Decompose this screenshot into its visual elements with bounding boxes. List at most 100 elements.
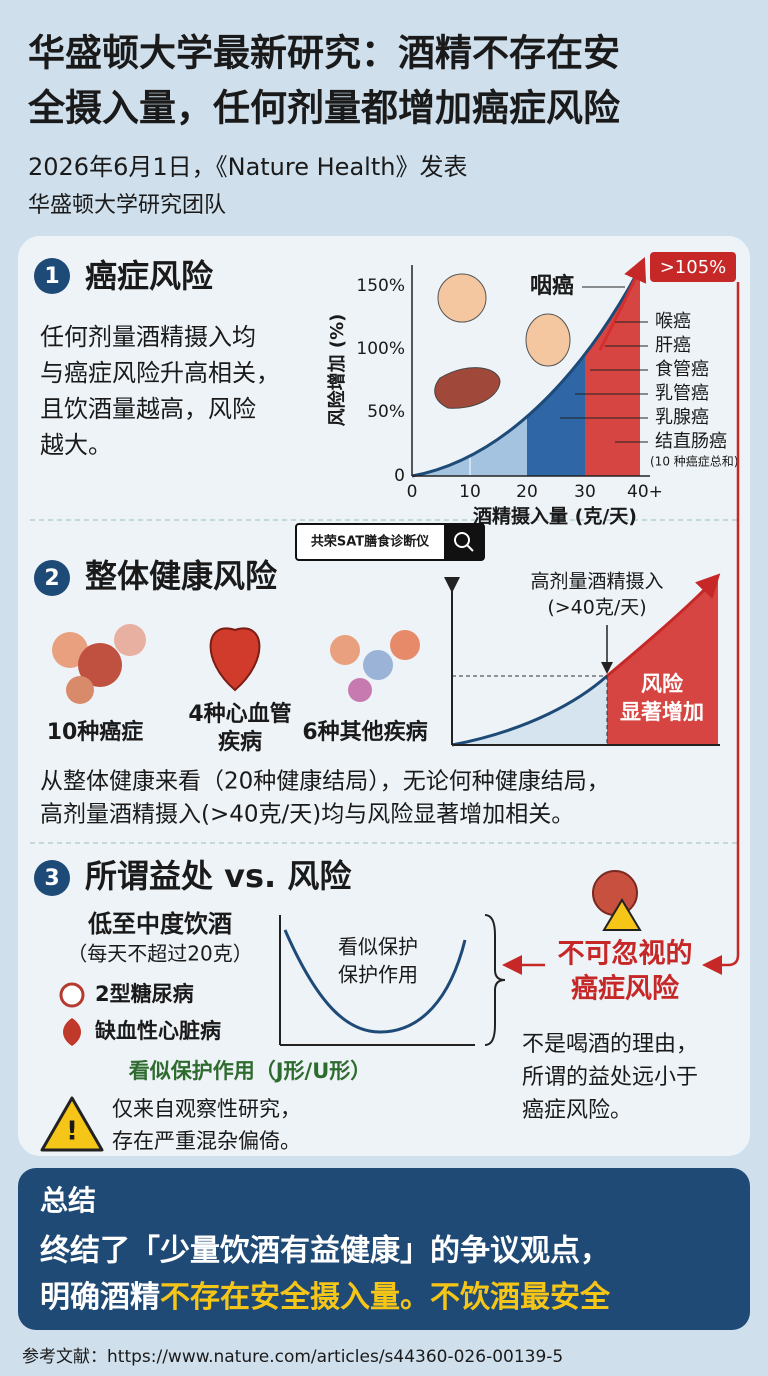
- risk-text: 不可忽视的: [558, 938, 693, 970]
- warning-text: 存在严重混杂偏倚。: [112, 1129, 301, 1153]
- x-tick-label: 0: [407, 482, 418, 502]
- section-title: 所谓益处 vs. 风险: [85, 857, 352, 895]
- curve: [451, 674, 608, 747]
- y-tick-label: 0: [394, 466, 405, 486]
- chart-label: 保护作用: [338, 963, 418, 987]
- y-tick-label: 100%: [356, 339, 405, 359]
- search-bar[interactable]: 共荣SAT膳食诊断仪: [295, 523, 485, 561]
- heart-icon: [63, 1018, 81, 1046]
- warning-icon: [40, 1096, 104, 1152]
- summary-highlight: 不存在安全摄入量。不饮酒最安全: [160, 1280, 611, 1315]
- search-text: 共荣SAT膳食诊断仪: [311, 534, 430, 550]
- chart-label: 看似保护: [338, 935, 418, 959]
- reference: 参考文献：https://www.nature.com/articles/s44…: [22, 1347, 563, 1367]
- area-label: 风险: [641, 672, 684, 696]
- x-tick-label: 30: [574, 482, 596, 502]
- body-text: 且饮酒量越高，风险: [40, 395, 256, 423]
- section-number: 3: [44, 866, 59, 891]
- icon: [390, 630, 420, 660]
- warning-mark: !: [66, 1117, 78, 1147]
- red-arrow: [702, 282, 740, 975]
- body-text: 与癌症风险升高相关，: [40, 359, 280, 387]
- badge: [650, 252, 736, 282]
- body-text: 所谓的益处远小于: [522, 1065, 698, 1090]
- icon: [66, 676, 94, 704]
- section-number: 1: [44, 264, 59, 289]
- head-icon: [437, 273, 487, 323]
- tumor-icon: [592, 870, 638, 916]
- cancer-label: 喉癌: [655, 311, 691, 332]
- area-low: [452, 676, 607, 745]
- summary-title: 总结: [40, 1184, 96, 1217]
- section-number: 2: [44, 566, 59, 591]
- icon: [114, 624, 146, 656]
- x-tick-label: 20: [516, 482, 538, 502]
- main-cancer: 咽癌: [530, 273, 574, 299]
- annotation: 高剂量酒精摄入: [530, 571, 663, 593]
- icon: [78, 643, 122, 687]
- subheading-note: （每天不超过20克）: [67, 942, 252, 966]
- badge-text: >105%: [660, 257, 727, 278]
- subheading: 低至中度饮酒: [87, 910, 232, 938]
- search-icon: [454, 532, 470, 548]
- summary-part: 明确酒精: [40, 1280, 160, 1315]
- warning-icon: [602, 898, 642, 931]
- x-tick-label: 40+: [627, 482, 663, 502]
- section-badge: [34, 560, 70, 596]
- risk-text: 癌症风险: [571, 973, 680, 1005]
- curve: [606, 573, 721, 678]
- cancer-label: 肝癌: [655, 335, 691, 356]
- face-icon: [525, 313, 571, 367]
- icon: [348, 678, 372, 702]
- u-curve: [283, 929, 467, 1034]
- cancer-note: (10 种癌症总和): [650, 454, 738, 469]
- icon: [363, 650, 393, 680]
- group-label: 6种其他疾病: [302, 719, 427, 745]
- y-tick-label: 150%: [356, 276, 405, 296]
- section-badge: [34, 258, 70, 294]
- brace: [484, 914, 506, 1046]
- group-label: 疾病: [218, 729, 262, 755]
- icons: [52, 624, 420, 704]
- disease: 2型糖尿病: [95, 982, 194, 1006]
- search-button[interactable]: [444, 524, 484, 560]
- cancer-label: 乳管癌: [655, 383, 709, 404]
- u-chart: 看似保护 保护作用: [279, 914, 506, 1046]
- summary-text: 明确酒精不存在安全摄入量。不饮酒最安全: [40, 1280, 611, 1315]
- cancer-list: 喉癌 肝癌 食管癌 乳管癌 乳腺癌 结直肠癌 (10 种癌症总和): [560, 311, 738, 469]
- section-title: 整体健康风险: [85, 557, 278, 595]
- heart-icon: [209, 627, 261, 692]
- risk-curve: [411, 267, 642, 478]
- drop-icon: [59, 982, 85, 1008]
- group-label: 4种心血管: [188, 701, 291, 727]
- body-text: 不是喝酒的理由，: [522, 1032, 698, 1057]
- body-text: 越大。: [40, 431, 112, 459]
- body-text: 任何剂量酒精摄入均: [40, 323, 256, 351]
- x-tick-label: 10: [459, 482, 481, 502]
- summary-text: 终结了「少量饮酒有益健康」的争议观点，: [40, 1234, 610, 1269]
- team: 华盛顿大学研究团队: [28, 193, 226, 218]
- title: 华盛顿大学最新研究：酒精不存在安: [28, 32, 620, 75]
- liver-icon: [434, 367, 501, 409]
- x-axis-label: 酒精摄入量 (克/天): [473, 505, 637, 528]
- group-label: 10种癌症: [47, 719, 144, 745]
- area-label: 显著增加: [620, 700, 704, 724]
- body-text: 从整体健康来看（20种健康结局），无论何种健康结局，: [40, 769, 610, 795]
- search-icon: [466, 544, 474, 552]
- protect-label: 看似保护作用（J形/U形）: [129, 1059, 372, 1083]
- disease: 缺血性心脏病: [95, 1019, 221, 1043]
- annotation: (>40克/天): [547, 597, 646, 619]
- cancer-label: 食管癌: [655, 359, 709, 380]
- summary-box: [18, 1168, 750, 1330]
- y-axis-label: 风险增加 (%): [326, 314, 348, 427]
- overall-chart: 高剂量酒精摄入 (>40克/天) 风险 显著增加: [444, 571, 721, 747]
- icon: [330, 635, 360, 665]
- section-title: 癌症风险: [85, 257, 214, 295]
- warning-text: 仅来自观察性研究，: [112, 1097, 301, 1121]
- section-badge: [34, 860, 70, 896]
- cancer-label: 乳腺癌: [655, 407, 709, 428]
- y-tick-label: 50%: [367, 402, 405, 422]
- risk-curve-top: [598, 257, 647, 351]
- date-line: 2026年6月1日，《Nature Health》发表: [28, 153, 467, 181]
- body-text: 高剂量酒精摄入(>40克/天)均与风险显著增加相关。: [40, 802, 574, 828]
